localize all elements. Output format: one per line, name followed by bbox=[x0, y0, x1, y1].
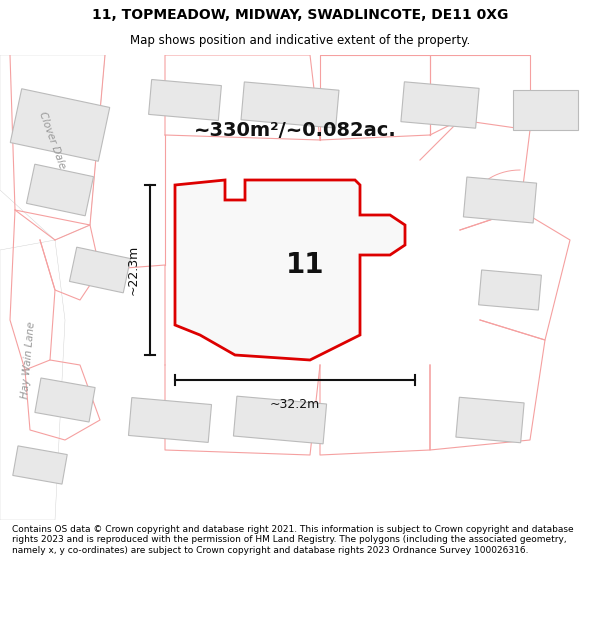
Text: ~330m²/~0.082ac.: ~330m²/~0.082ac. bbox=[194, 121, 397, 139]
Polygon shape bbox=[128, 398, 212, 442]
Polygon shape bbox=[175, 180, 405, 360]
Text: Hay Wain Lane: Hay Wain Lane bbox=[20, 321, 37, 399]
Polygon shape bbox=[512, 90, 577, 130]
Polygon shape bbox=[456, 398, 524, 442]
Polygon shape bbox=[401, 82, 479, 128]
Polygon shape bbox=[10, 89, 110, 161]
Polygon shape bbox=[463, 177, 536, 223]
Polygon shape bbox=[13, 446, 67, 484]
Polygon shape bbox=[479, 270, 541, 310]
Polygon shape bbox=[0, 240, 65, 520]
Polygon shape bbox=[241, 82, 339, 128]
Text: 11, TOPMEADOW, MIDWAY, SWADLINCOTE, DE11 0XG: 11, TOPMEADOW, MIDWAY, SWADLINCOTE, DE11… bbox=[92, 8, 508, 22]
Text: Map shows position and indicative extent of the property.: Map shows position and indicative extent… bbox=[130, 34, 470, 47]
Polygon shape bbox=[0, 55, 105, 240]
Text: 11: 11 bbox=[286, 251, 324, 279]
Text: Clover Dale: Clover Dale bbox=[37, 110, 67, 170]
Text: ~22.3m: ~22.3m bbox=[127, 245, 140, 295]
Polygon shape bbox=[26, 164, 94, 216]
Polygon shape bbox=[70, 247, 131, 293]
Polygon shape bbox=[233, 396, 326, 444]
Text: ~32.2m: ~32.2m bbox=[270, 398, 320, 411]
Polygon shape bbox=[35, 378, 95, 422]
Polygon shape bbox=[149, 79, 221, 121]
Text: Contains OS data © Crown copyright and database right 2021. This information is : Contains OS data © Crown copyright and d… bbox=[12, 525, 574, 555]
